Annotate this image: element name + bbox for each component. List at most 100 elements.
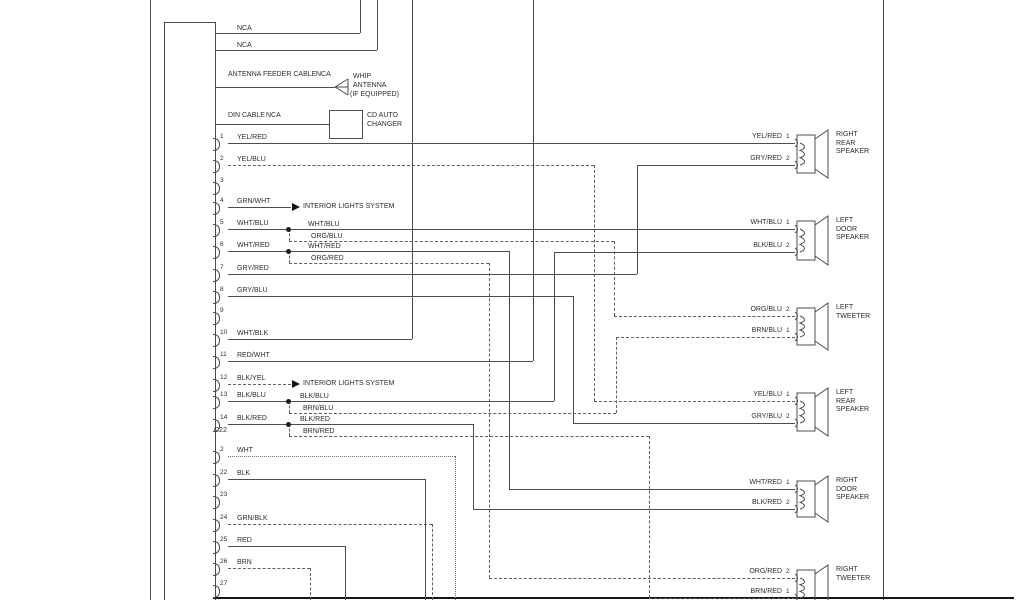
speaker-wire-label: BLK/RED <box>752 499 782 506</box>
pin-number: 2 <box>220 155 224 162</box>
speaker-name: LEFT <box>836 389 854 396</box>
speaker-wire-label: WHT/BLU <box>750 219 783 226</box>
pin-number: 4 <box>220 197 224 204</box>
pin-label: BRN <box>237 559 252 566</box>
wire <box>573 296 574 423</box>
pin-label: GRY/BLU <box>237 287 268 294</box>
nca-wire <box>215 33 360 34</box>
wire <box>228 296 573 297</box>
head-unit-outline <box>164 22 215 23</box>
wire <box>455 456 456 600</box>
connector-pin-icon <box>213 291 220 304</box>
connector-pin-icon <box>213 334 220 347</box>
nca-wire <box>215 50 377 51</box>
speaker-wire-label: BRN/BLU <box>751 327 782 334</box>
connector-pin-icon <box>213 160 220 173</box>
head-unit-outline <box>215 22 216 600</box>
wire <box>554 252 555 401</box>
wire <box>489 263 490 578</box>
connector-pin-icon <box>213 496 220 509</box>
wire <box>649 598 795 599</box>
branch-wire-label: ORG/RED <box>311 255 344 262</box>
pin-label: WHT/BLK <box>237 330 269 337</box>
wire <box>425 479 426 600</box>
pin-number: 26 <box>220 558 228 565</box>
head-unit-outline <box>164 22 165 600</box>
wire <box>554 252 795 253</box>
speaker-wire-label: GRY/RED <box>750 155 782 162</box>
wire <box>289 424 290 436</box>
wire <box>228 251 509 252</box>
pin-number: 7 <box>220 264 224 271</box>
wire <box>594 401 795 402</box>
speaker-name: TWEETER <box>836 574 871 582</box>
din-cable-label: DIN CABLE <box>228 112 265 119</box>
wire <box>228 479 425 480</box>
speaker-icon <box>794 564 829 600</box>
wire <box>228 524 432 525</box>
connector-pin-icon <box>213 224 220 237</box>
junction-dot <box>286 227 291 232</box>
branch-wire-label: WHT/BLU <box>308 221 340 228</box>
pin-number: 22 <box>220 469 228 476</box>
wire <box>228 401 554 402</box>
speaker-pin-number: 2 <box>786 242 790 249</box>
branch-wire-label: BLK/RED <box>300 416 330 423</box>
wire <box>289 436 649 437</box>
pin-number: 12 <box>220 374 228 381</box>
interior-lights-arrow-icon <box>292 380 300 388</box>
speaker-name: SPEAKER <box>836 406 870 413</box>
speaker-name: TWEETER <box>836 312 871 320</box>
pin-number: 1 <box>220 133 224 140</box>
pin-number: 5 <box>220 219 224 226</box>
connector-pin-icon <box>213 269 220 282</box>
nca-label: NCA <box>237 25 252 32</box>
cd-changer-label: CHANGER <box>367 121 403 128</box>
wire <box>616 337 617 413</box>
wire <box>289 263 489 264</box>
speaker-name: SPEAKER <box>836 148 870 155</box>
branch-wire-label: ORG/BLU <box>311 233 343 240</box>
connector-pin-icon <box>213 563 220 576</box>
speaker-pin-number: 1 <box>786 479 790 486</box>
pin-number: 8 <box>220 286 224 293</box>
connector-pin-icon <box>213 202 220 215</box>
pin-label: BLK <box>237 470 251 477</box>
branch-wire-label: BRN/BLU <box>303 405 334 412</box>
whip-antenna-label: (IF EQUIPPED) <box>350 91 400 98</box>
wire <box>228 456 455 457</box>
connector-pin-icon <box>213 182 220 195</box>
pin-number: 24 <box>220 514 228 521</box>
speaker-wire-label: WHT/RED <box>749 479 782 486</box>
speaker-wire-label: BRN/RED <box>750 588 782 595</box>
pin-label: GRY/RED <box>237 265 269 272</box>
wire <box>509 251 510 489</box>
speaker-wire-label: YEL/RED <box>752 133 782 140</box>
connector-pin-icon <box>213 541 220 554</box>
pin-number: 14 <box>220 414 228 421</box>
pin-label: RED/WHT <box>237 352 270 359</box>
wire <box>228 384 291 385</box>
antenna-cable-label: ANTENNA FEEDER CABLE <box>228 71 317 78</box>
wire <box>228 361 533 362</box>
wire <box>594 165 595 401</box>
pin-number: 3 <box>220 177 224 184</box>
speaker-pin-number: 1 <box>786 391 790 398</box>
speaker-icon <box>794 302 829 351</box>
nca-label: NCA <box>316 71 331 78</box>
pin-label: BLK/RED <box>237 415 267 422</box>
wire <box>614 241 615 316</box>
wire <box>228 207 291 208</box>
whip-antenna-icon <box>334 78 349 96</box>
speaker-name: SPEAKER <box>836 494 870 501</box>
speaker-wire-label: YEL/BLU <box>753 391 782 398</box>
speaker-pin-number: 2 <box>786 413 790 420</box>
wire <box>473 509 795 510</box>
cd-changer-label: CD AUTO <box>367 112 398 119</box>
bottom-crop-line <box>213 597 1014 599</box>
wire <box>649 436 650 598</box>
speaker-pin-number: 1 <box>786 327 790 334</box>
speaker-name: RIGHT <box>836 477 858 484</box>
wire <box>614 316 795 317</box>
connector-pin-icon <box>213 246 220 259</box>
